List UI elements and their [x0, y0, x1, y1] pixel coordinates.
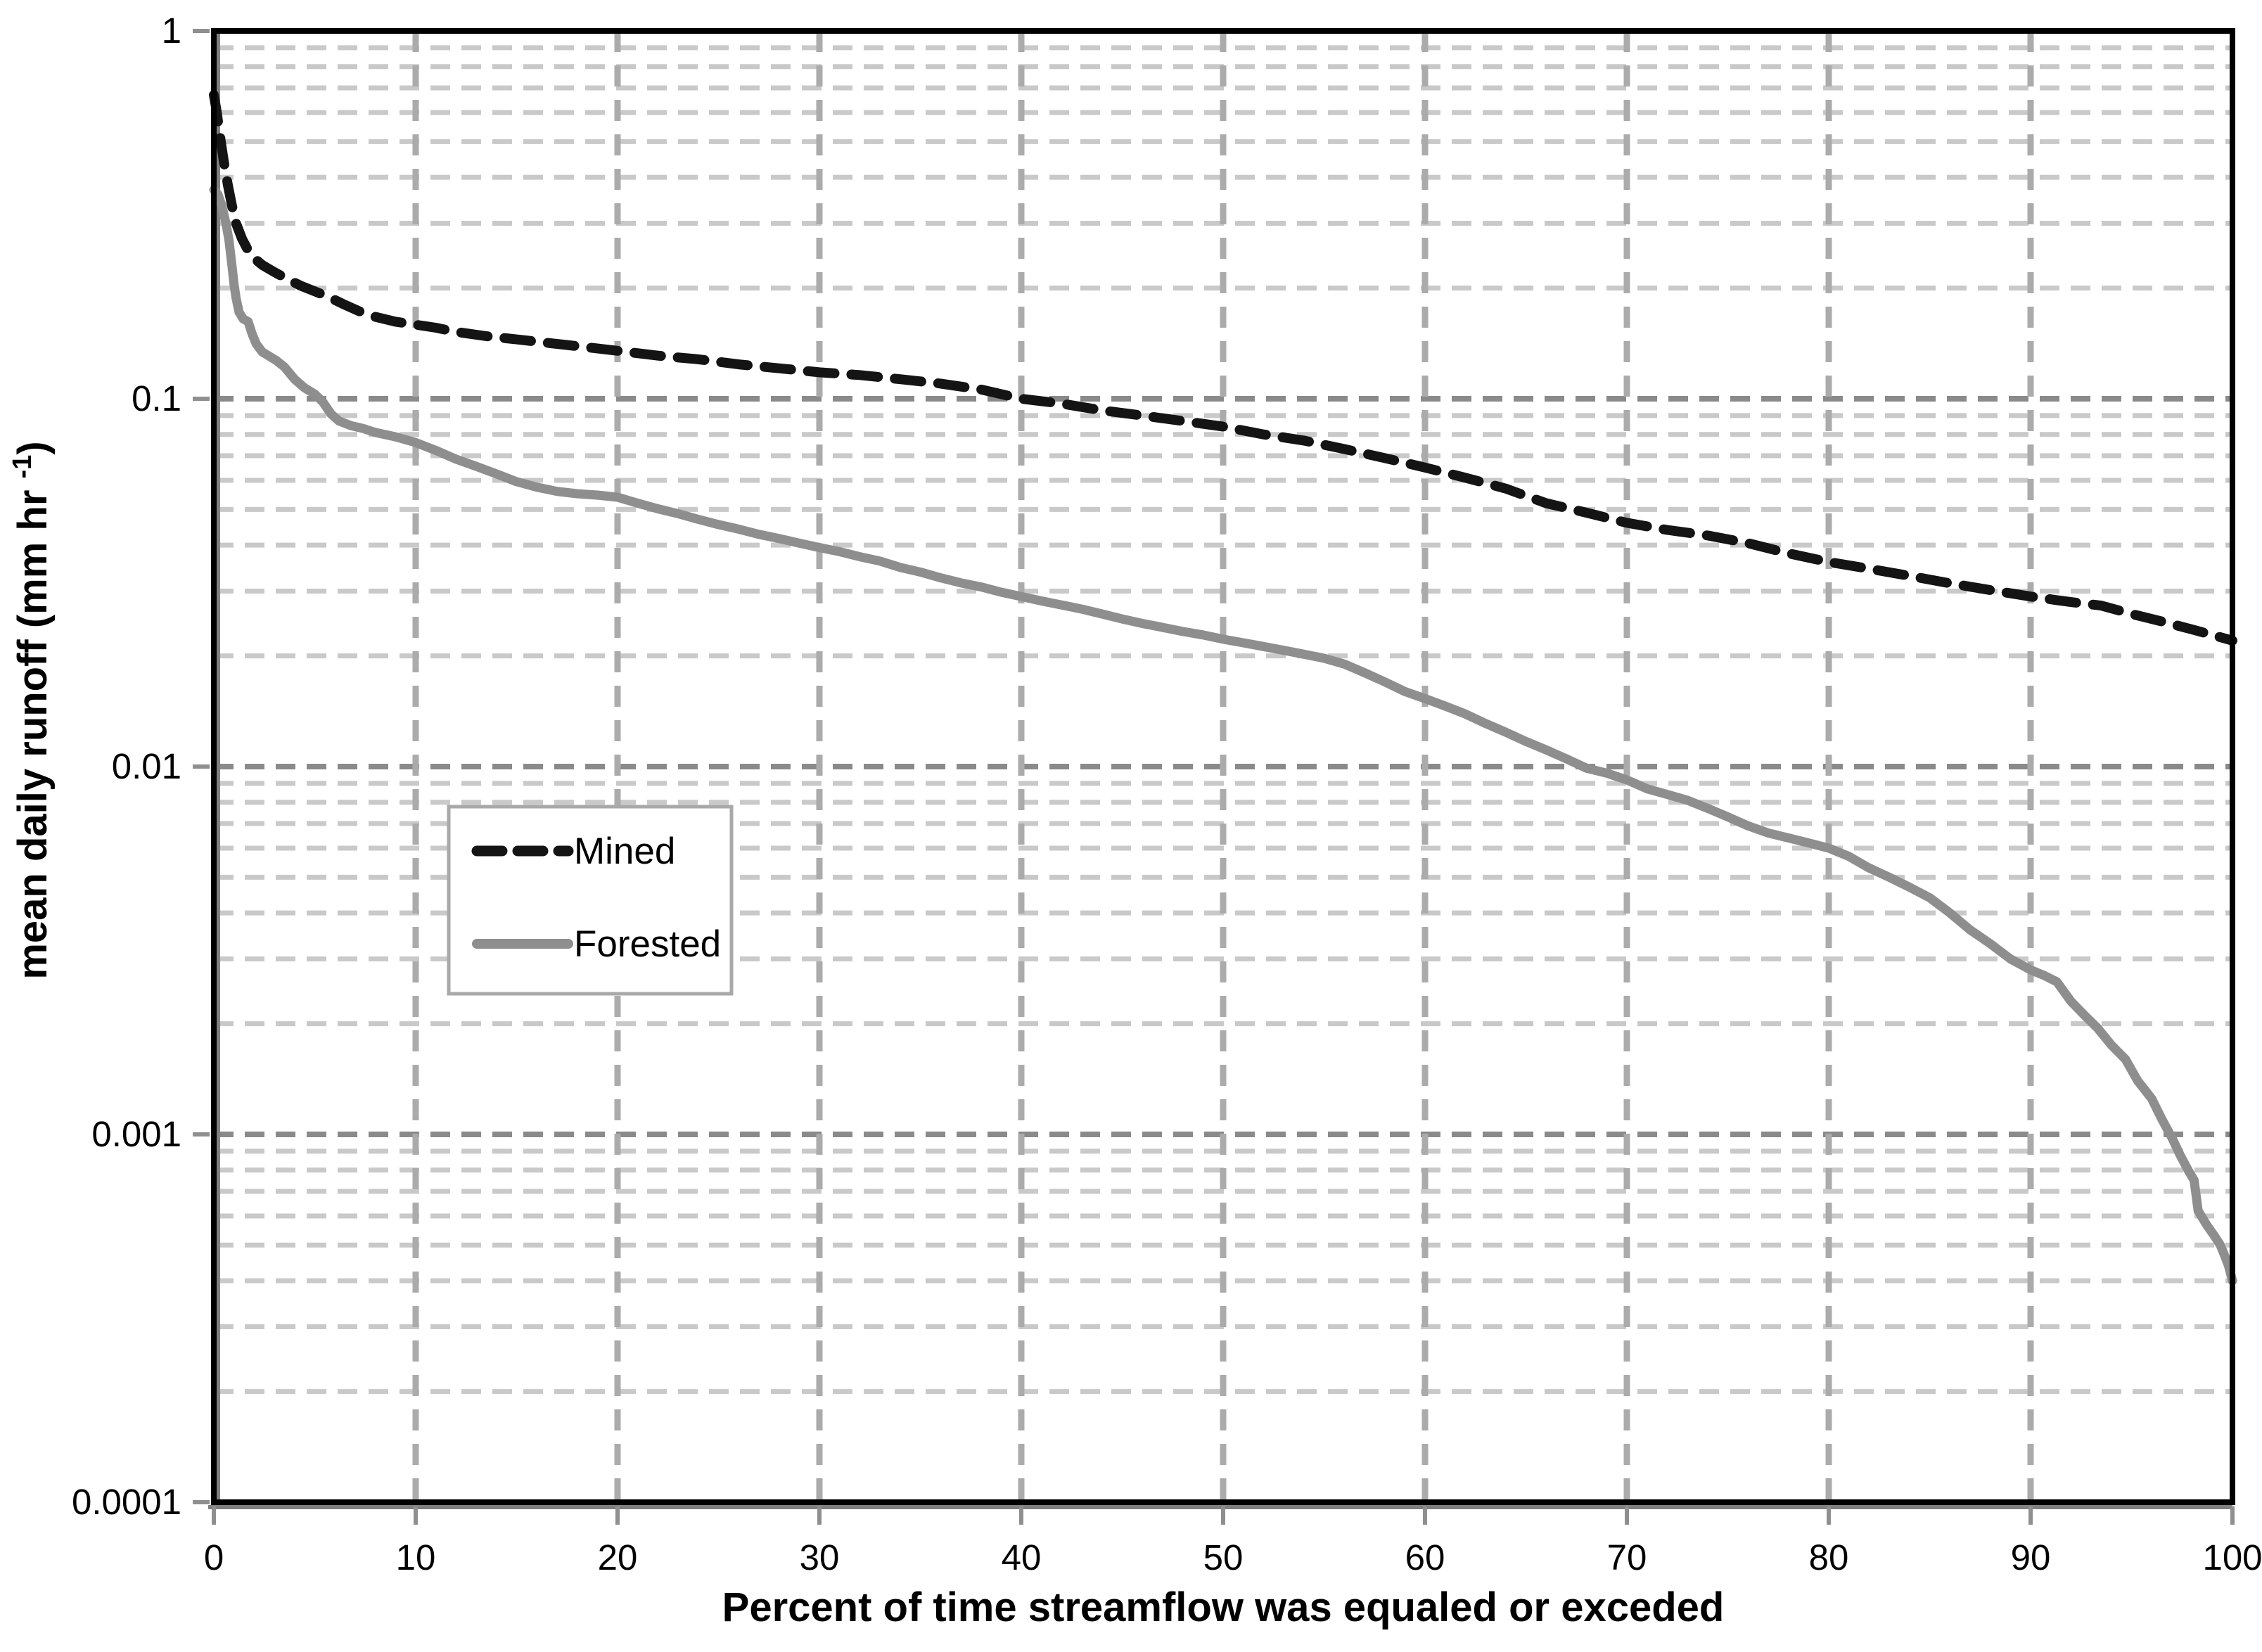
forested-series-line [209, 185, 2237, 1286]
x-tick-label: 80 [1809, 1537, 1849, 1577]
y-tick-label: 0.001 [91, 1114, 181, 1154]
y-tick-label: 0.0001 [72, 1482, 181, 1522]
y-tick-label: 0.01 [112, 746, 181, 786]
y-axis-title-prefix: mean daily runoff (mm hr [10, 478, 56, 979]
legend: Mined Forested [447, 805, 734, 996]
series-lines [209, 90, 2237, 1286]
vertical-gridlines [412, 31, 2034, 1502]
y-tick-label: 1 [162, 11, 181, 51]
axis-ticks [193, 29, 2235, 1525]
mined-series-line [209, 90, 2237, 646]
legend-box [447, 805, 734, 996]
legend-label-mined: Mined [574, 831, 675, 872]
x-tick-label: 100 [2202, 1537, 2262, 1577]
x-tick-label: 50 [1203, 1537, 1244, 1577]
x-tick-label: 90 [2011, 1537, 2051, 1577]
y-axis-title: mean daily runoff (mm hr -1) [8, 441, 56, 979]
axis-lines [208, 31, 2232, 1509]
x-tick-label: 10 [396, 1537, 436, 1577]
x-tick-label: 70 [1607, 1537, 1647, 1577]
y-tick-label: 0.1 [132, 378, 181, 418]
x-axis-title: Percent of time streamflow was equaled o… [722, 1584, 1725, 1630]
x-tick-label: 60 [1405, 1537, 1445, 1577]
x-tick-label: 20 [598, 1537, 638, 1577]
plot-border [211, 28, 2235, 1505]
y-axis-title-suffix: ) [10, 441, 56, 454]
x-tick-label: 0 [204, 1537, 224, 1577]
x-tick-label: 30 [800, 1537, 840, 1577]
y-tick-labels: 1 0.1 0.01 0.001 0.0001 [72, 11, 181, 1522]
y-axis-title-superscript: -1 [8, 455, 37, 479]
x-tick-label: 40 [1002, 1537, 1042, 1577]
legend-label-forested: Forested [574, 923, 721, 965]
x-tick-labels: 0 10 20 30 40 50 60 70 80 90 100 [204, 1537, 2262, 1577]
